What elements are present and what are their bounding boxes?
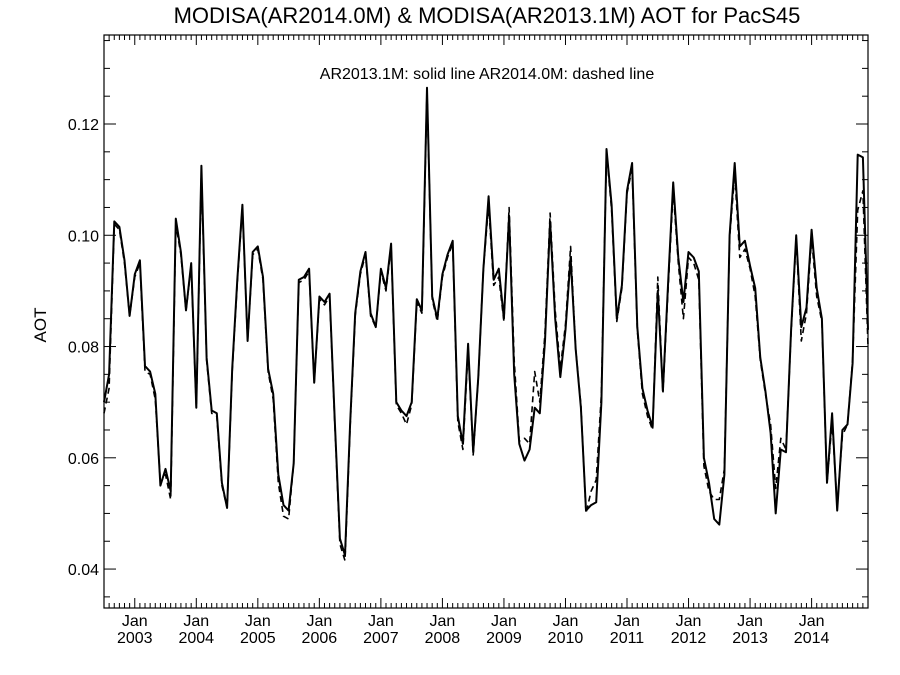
y-axis-label: AOT (31, 308, 50, 343)
series-line-ar2014-0m (103, 89, 869, 562)
chart-title: MODISA(AR2014.0M) & MODISA(AR2013.1M) AO… (174, 3, 801, 28)
y-tick-label: 0.08 (68, 340, 99, 357)
x-tick-year-label: 2010 (548, 630, 584, 647)
x-tick-year-label: 2004 (178, 630, 214, 647)
x-tick-year-label: 2005 (240, 630, 276, 647)
x-tick-year-label: 2012 (671, 630, 707, 647)
x-tick-month-label: Jan (491, 613, 517, 630)
x-tick-month-label: Jan (368, 613, 394, 630)
x-tick-year-label: 2009 (486, 630, 522, 647)
x-tick-month-label: Jan (799, 613, 825, 630)
x-tick-month-label: Jan (306, 613, 332, 630)
x-tick-month-label: Jan (430, 613, 456, 630)
x-tick-year-label: 2006 (302, 630, 338, 647)
x-tick-year-label: 2007 (363, 630, 399, 647)
y-axis: 0.04 0.06 0.08 0.10 0.12 (68, 40, 868, 598)
plot-frame (103, 34, 869, 609)
x-tick-month-label: Jan (183, 613, 209, 630)
x-tick-month-label: Jan (614, 613, 640, 630)
x-tick-month-label: Jan (553, 613, 579, 630)
x-axis: Jan2003Jan2004Jan2005Jan2006Jan2007Jan20… (103, 35, 869, 647)
line-style-annotation: AR2013.1M: solid line AR2014.0M: dashed … (320, 66, 655, 83)
x-tick-year-label: 2011 (610, 630, 645, 647)
series-line-ar2013-1m (103, 86, 869, 557)
x-tick-month-label: Jan (676, 613, 702, 630)
x-tick-month-label: Jan (245, 613, 271, 630)
y-tick-label: 0.06 (68, 451, 99, 468)
series-layer (103, 86, 869, 562)
x-tick-year-label: 2003 (117, 630, 153, 647)
x-tick-year-label: 2008 (425, 630, 461, 647)
x-tick-month-label: Jan (122, 613, 148, 630)
x-tick-month-label: Jan (737, 613, 763, 630)
y-tick-label: 0.04 (68, 562, 99, 579)
x-tick-year-label: 2014 (794, 630, 830, 647)
x-tick-year-label: 2013 (732, 630, 768, 647)
y-tick-label: 0.10 (68, 228, 99, 245)
y-tick-label: 0.12 (68, 117, 99, 134)
